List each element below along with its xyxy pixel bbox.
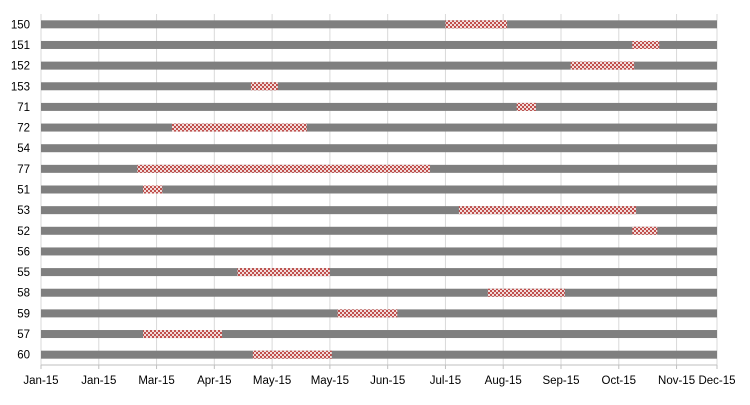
bar-base <box>41 226 717 235</box>
y-category-label: 55 <box>17 267 30 279</box>
bar-segment <box>632 40 660 49</box>
x-tick-label: May-15 <box>253 375 291 387</box>
y-category-label: 150 <box>11 19 30 31</box>
y-category-label: 56 <box>17 246 30 258</box>
bar-base <box>41 40 717 49</box>
bars <box>41 20 717 359</box>
x-tick-label: Jan-15 <box>81 375 116 387</box>
bar-segment <box>570 61 635 70</box>
x-axis <box>40 364 718 369</box>
x-axis-labels: Jan-15 Jan-15 Mar-15 Apr-15 May-15 May-15 Jun-… <box>23 375 735 387</box>
bar-segment <box>143 185 163 194</box>
bar-segment <box>143 330 223 339</box>
y-category-label: 77 <box>17 164 30 176</box>
y-axis-labels: 150 151 152 153 71 72 54 77 51 53 52 56 55 58 59 57 60 <box>11 19 31 361</box>
bar-base <box>41 20 717 29</box>
bar-base <box>41 350 717 359</box>
y-category-label: 151 <box>11 40 30 52</box>
x-tick-label: May-15 <box>311 375 349 387</box>
y-category-label: 51 <box>17 185 30 197</box>
bar-segment <box>171 123 307 132</box>
y-category-label: 58 <box>17 288 30 300</box>
bar-segment <box>252 350 332 359</box>
bar-base <box>41 61 717 70</box>
bar-base <box>41 102 717 111</box>
y-category-label: 153 <box>11 81 30 93</box>
x-tick-label: Jan-15 <box>23 375 58 387</box>
x-tick-label: Aug-15 <box>485 375 522 387</box>
bar-base <box>41 268 717 277</box>
bar-segment <box>516 102 536 111</box>
bar-segment <box>250 82 278 91</box>
x-tick-label: Sep-15 <box>542 375 579 387</box>
bar-segment <box>337 309 398 318</box>
y-category-label: 71 <box>17 102 30 114</box>
bar-base <box>41 330 717 339</box>
y-category-label: 152 <box>11 61 30 73</box>
y-category-label: 53 <box>17 205 30 217</box>
y-category-label: 57 <box>17 329 30 341</box>
y-category-label: 59 <box>17 308 30 320</box>
x-tick-label: Mar-15 <box>138 375 174 387</box>
bar-base <box>41 247 717 256</box>
bar-base <box>41 82 717 91</box>
x-tick-label: Dec-15 <box>698 375 735 387</box>
bar-base <box>41 144 717 153</box>
y-category-label: 52 <box>17 226 30 238</box>
bar-segment <box>445 20 508 29</box>
y-category-label: 60 <box>17 350 30 362</box>
bar-base <box>41 185 717 194</box>
bar-segment <box>632 226 658 235</box>
x-tick-label: Jul-15 <box>430 375 461 387</box>
bar-base <box>41 206 717 215</box>
x-tick-label: Apr-15 <box>197 375 232 387</box>
y-category-label: 54 <box>17 143 30 155</box>
y-category-label: 72 <box>17 123 30 135</box>
bar-segment <box>458 206 637 215</box>
x-tick-label: Nov-15 <box>658 375 695 387</box>
bar-segment <box>137 164 431 173</box>
bar-base <box>41 288 717 297</box>
bar-base <box>41 123 717 132</box>
bar-segment <box>487 288 565 297</box>
x-tick-label: Oct-15 <box>602 375 637 387</box>
bar-segment <box>237 268 330 277</box>
x-tick-label: Jun-15 <box>370 375 405 387</box>
